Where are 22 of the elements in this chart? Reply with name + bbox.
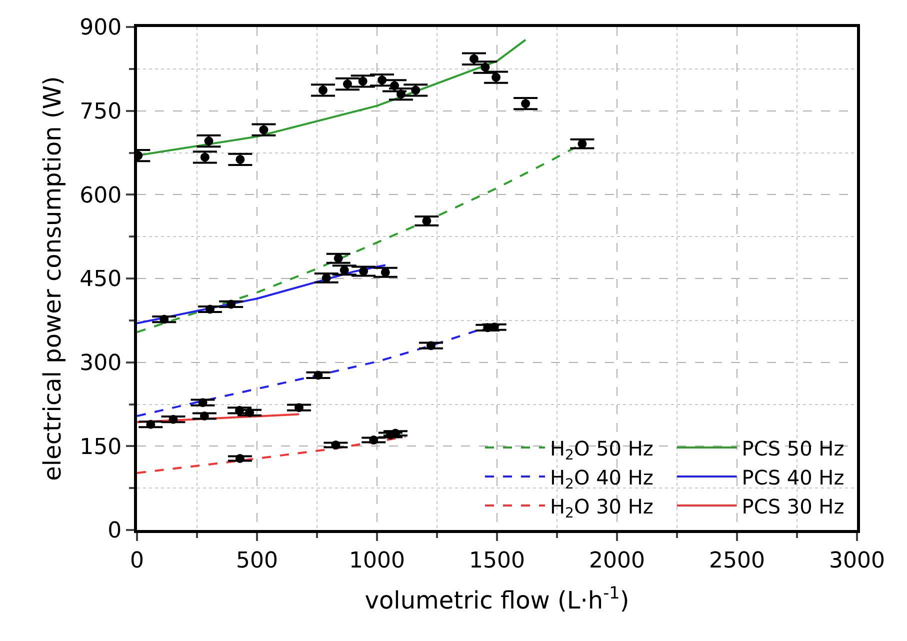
legend-label: PCS 50 Hz xyxy=(742,436,844,460)
x-tick-label: 500 xyxy=(236,548,278,574)
x-tick-label: 1500 xyxy=(469,548,525,574)
legend-label: PCS 30 Hz xyxy=(742,494,844,518)
x-tick-label: 1000 xyxy=(349,548,405,574)
legend-label: H$_{2}$O 30 Hz xyxy=(550,494,654,522)
y-axis-title: electrical power consumption (W) xyxy=(38,76,67,481)
legend-label: H$_{2}$O 40 Hz xyxy=(550,465,654,492)
y-tick-label: 750 xyxy=(80,100,122,125)
x-axis-title: volumetric flow (L·h$^{-1}$) xyxy=(364,582,630,615)
x-tick-label: 2500 xyxy=(709,548,765,574)
y-tick-label: 150 xyxy=(80,434,122,460)
legend-label: PCS 40 Hz xyxy=(742,465,844,490)
y-tick-label: 450 xyxy=(80,267,122,292)
y-tick-label: 900 xyxy=(80,16,122,41)
x-tick-label: 2000 xyxy=(589,548,645,574)
y-tick-label: 600 xyxy=(80,183,122,208)
legend-label: H$_{2}$O 50 Hz xyxy=(550,436,654,464)
x-tick-label: 3000 xyxy=(829,548,885,574)
y-tick-label: 300 xyxy=(80,351,122,376)
y-tick-label: 0 xyxy=(108,518,122,544)
x-tick-label: 0 xyxy=(130,548,144,574)
